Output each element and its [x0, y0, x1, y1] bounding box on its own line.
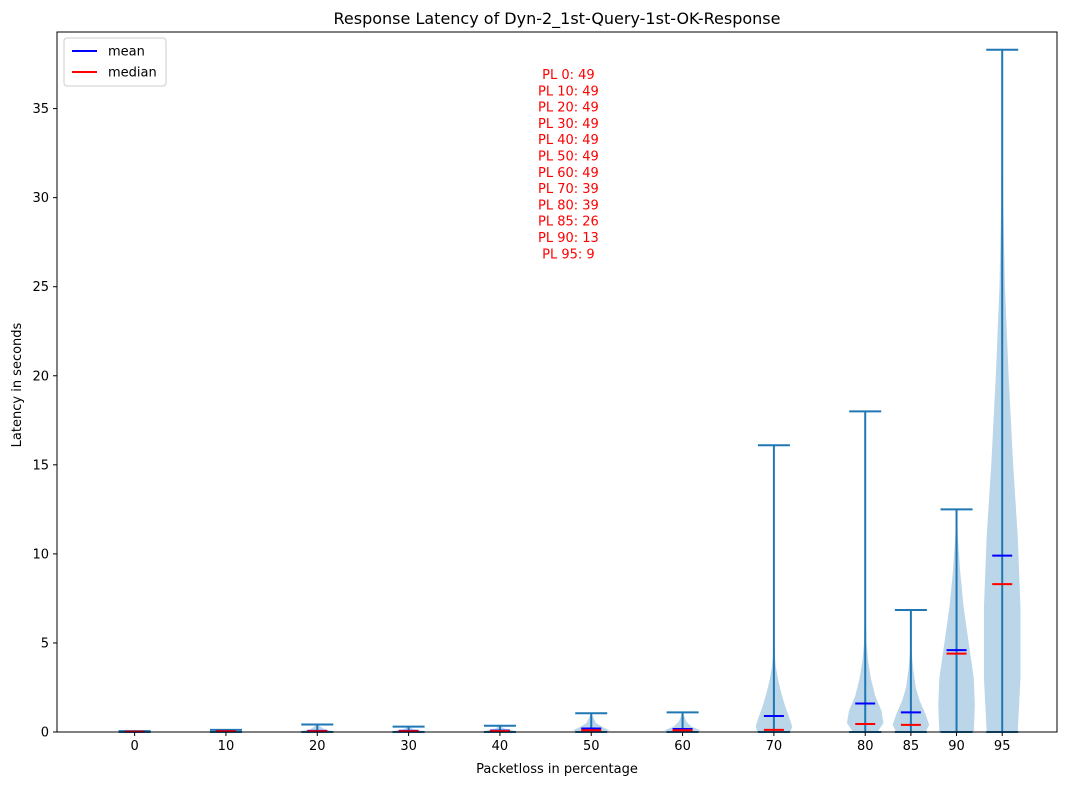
annotation-line-3: PL 30: 49	[538, 117, 599, 132]
annotation-line-9: PL 85: 26	[538, 215, 599, 230]
y-tick-label-5: 5	[41, 636, 49, 651]
y-tick-label-10: 10	[32, 547, 49, 562]
chart-title: Response Latency of Dyn-2_1st-Query-1st-…	[334, 9, 781, 29]
x-tick-label-40: 40	[492, 739, 509, 754]
x-tick-label-0: 0	[130, 739, 138, 754]
plot-area: 0 10 20 30 40 50 60 70 80 85 90 95 0 5 10 15 20 25 30 35 PL …	[32, 31, 1058, 754]
y-axis-label: Latency in seconds	[10, 322, 25, 447]
legend-label-median: median	[108, 66, 157, 81]
x-tick-label-70: 70	[766, 739, 783, 754]
annotation-line-0: PL 0: 49	[542, 68, 595, 83]
x-tick-label-95: 95	[994, 739, 1011, 754]
x-tick-label-20: 20	[309, 739, 326, 754]
legend: mean median	[63, 37, 167, 87]
y-tick-label-35: 35	[32, 102, 49, 117]
annotation-line-10: PL 90: 13	[538, 231, 599, 246]
x-tick-label-90: 90	[948, 739, 965, 754]
annotation-line-5: PL 50: 49	[538, 150, 599, 165]
annotation-line-7: PL 70: 39	[538, 182, 599, 197]
axes-frame	[56, 31, 1058, 733]
x-axis-label: Packetloss in percentage	[476, 762, 638, 777]
x-tick-label-10: 10	[218, 739, 235, 754]
x-tick-label-30: 30	[400, 739, 417, 754]
y-tick-label-15: 15	[32, 458, 49, 473]
x-tick-label-80: 80	[857, 739, 874, 754]
annotation-line-2: PL 20: 49	[538, 101, 599, 116]
legend-label-mean: mean	[108, 45, 145, 60]
annotation-line-11: PL 95: 9	[542, 247, 595, 262]
annotation-line-1: PL 10: 49	[538, 84, 599, 99]
x-tick-label-85: 85	[903, 739, 920, 754]
y-tick-label-25: 25	[32, 280, 49, 295]
x-tick-label-60: 60	[674, 739, 691, 754]
y-tick-label-0: 0	[41, 726, 49, 741]
annotation-line-8: PL 80: 39	[538, 198, 599, 213]
annotation-line-6: PL 60: 49	[538, 166, 599, 181]
y-tick-label-20: 20	[32, 369, 49, 384]
annotation-line-4: PL 40: 49	[538, 133, 599, 148]
x-tick-label-50: 50	[583, 739, 600, 754]
y-tick-label-30: 30	[32, 191, 49, 206]
